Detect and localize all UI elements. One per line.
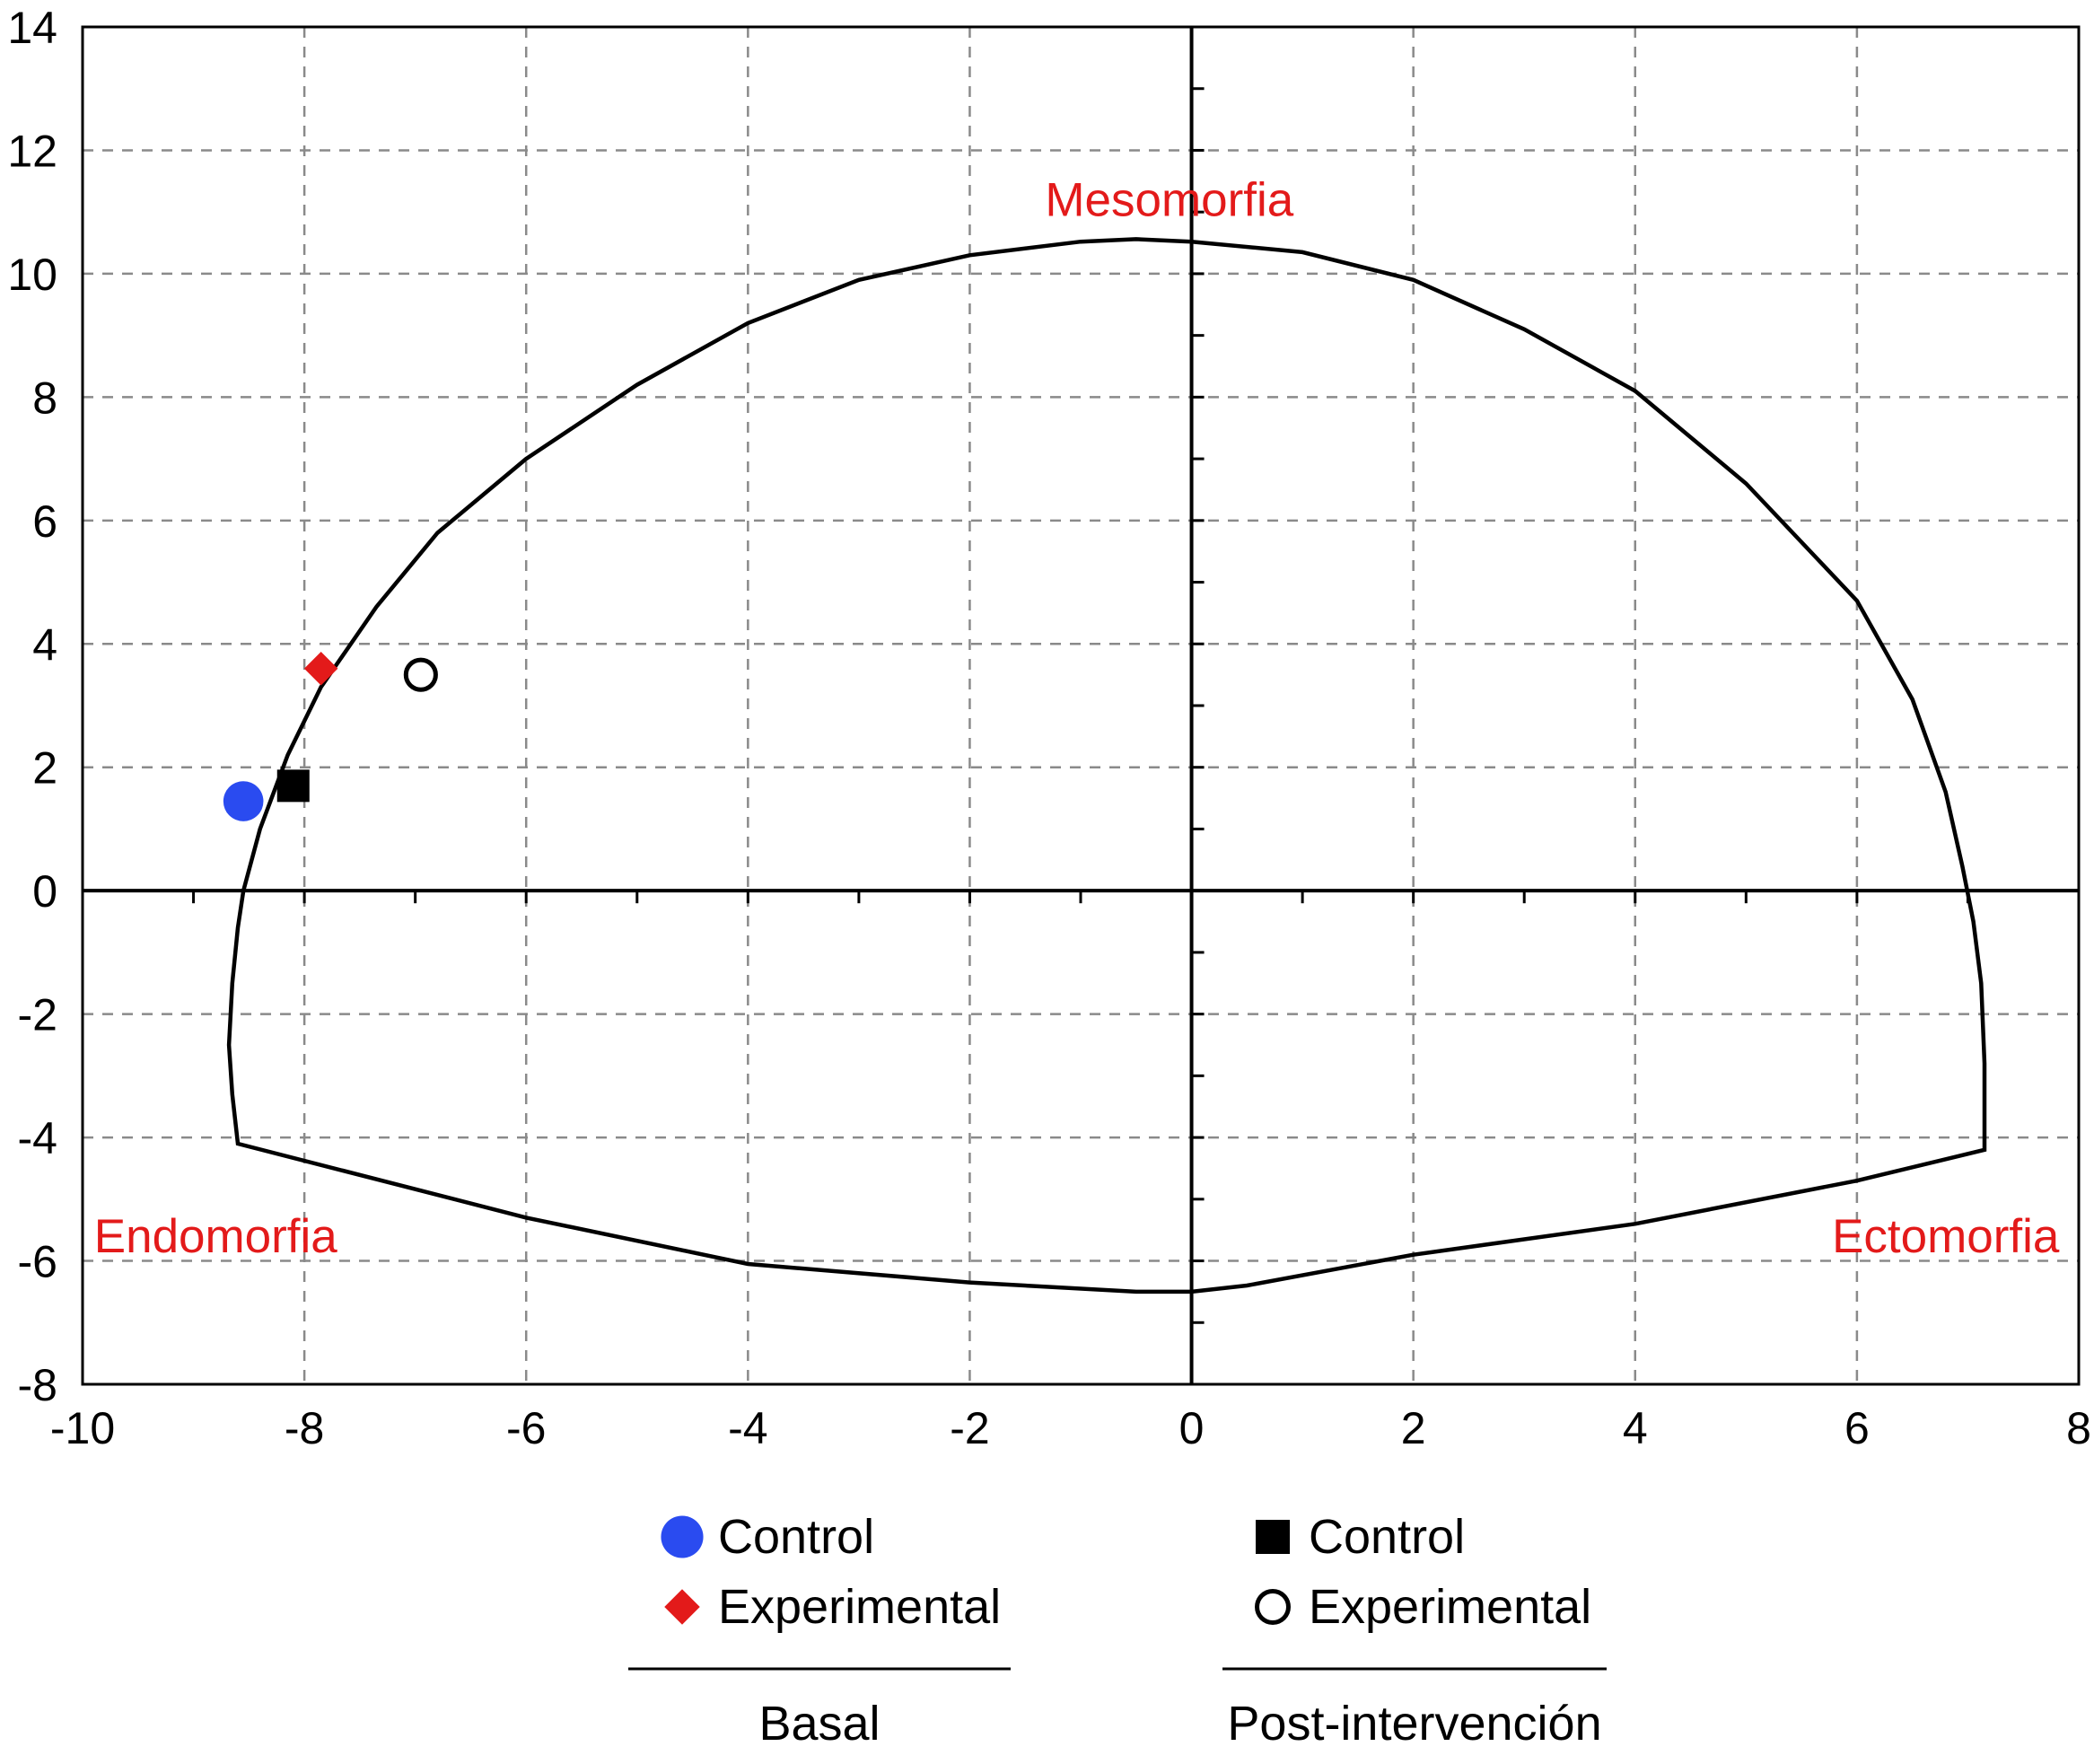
x-tick-label: -10 (50, 1403, 115, 1453)
legend: Control Experimental Basal Control Experimen… (628, 1510, 1607, 1751)
somatochart-outline (226, 237, 1987, 1294)
legend-group-label: Post-intervención (1227, 1697, 1601, 1751)
y-tick-label: 12 (7, 126, 57, 176)
y-tick-label: 10 (7, 250, 57, 300)
y-tick-label: 6 (32, 496, 57, 547)
x-tick-label: 8 (2066, 1403, 2091, 1453)
x-tick-label: -2 (950, 1403, 989, 1453)
y-tick-label: 8 (32, 373, 57, 423)
legend-group-label: Basal (758, 1697, 880, 1751)
legend-marker (664, 1589, 700, 1625)
x-tick-label: -6 (506, 1403, 546, 1453)
region-labels: Mesomorfia Endomorfia Ectomorfia (94, 173, 2060, 1263)
legend-marker (661, 1515, 704, 1558)
point-post-intervenci-n-experimental (403, 657, 438, 692)
point-post-intervenci-n-control (276, 769, 310, 803)
x-tick-label: 0 (1179, 1403, 1205, 1453)
point-basal-control (223, 781, 264, 821)
x-tick-label: 2 (1401, 1403, 1426, 1453)
y-tick-label: 0 (32, 866, 57, 917)
legend-entry-label: Experimental (718, 1580, 1001, 1634)
legend-entry-label: Control (718, 1510, 874, 1564)
legend-entry-label: Control (1309, 1510, 1465, 1564)
plot-frame (81, 25, 2081, 1386)
region-label: Endomorfia (94, 1210, 338, 1263)
y-tick-labels: -8 -6 -4 -2 0 2 4 6 8 10 12 14 (7, 3, 57, 1410)
y-tick-label: -2 (18, 990, 57, 1040)
x-tick-label: 4 (1623, 1403, 1648, 1453)
legend-marker (1255, 1589, 1291, 1625)
x-tick-label: -4 (728, 1403, 767, 1453)
legend-entry-label: Experimental (1309, 1580, 1591, 1634)
point-basal-experimental (303, 652, 338, 686)
grid-lines (83, 27, 2079, 1384)
x-tick-labels: -10 -8 -6 -4 -2 0 2 4 6 8 (50, 1403, 2091, 1453)
data-points (223, 652, 438, 821)
y-tick-label: 2 (32, 743, 57, 794)
region-label: Mesomorfia (1045, 173, 1293, 226)
region-label: Ectomorfia (1832, 1210, 2060, 1263)
y-tick-label: 14 (7, 3, 57, 53)
y-tick-label: -6 (18, 1237, 57, 1287)
x-tick-label: 6 (1844, 1403, 1870, 1453)
y-tick-label: -4 (18, 1113, 57, 1163)
x-tick-label: -8 (285, 1403, 324, 1453)
zero-axes (83, 27, 2079, 1384)
y-tick-label: -8 (18, 1360, 57, 1410)
legend-marker (1256, 1520, 1290, 1554)
y-tick-label: 4 (32, 619, 57, 670)
